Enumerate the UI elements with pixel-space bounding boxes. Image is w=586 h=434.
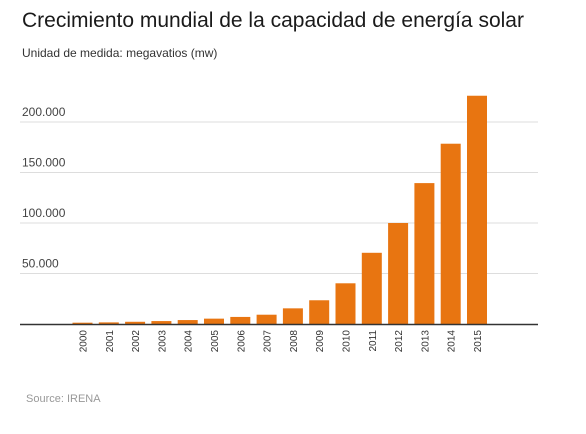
bar: [440, 143, 461, 324]
bar: [177, 320, 198, 324]
x-tick-label: 2000: [79, 330, 90, 353]
x-tick-label: 2011: [368, 330, 379, 352]
x-tick-label: 2001: [105, 330, 116, 353]
x-tick-label: 2006: [236, 330, 247, 353]
bar: [204, 318, 224, 324]
source-note: Source: IRENA: [26, 393, 101, 405]
x-tick-label: 2008: [289, 330, 300, 353]
bar: [361, 252, 382, 324]
x-tick-label: 2010: [342, 330, 353, 353]
bar: [151, 321, 172, 324]
chart-subtitle: Unidad de medida: megavatios (mw): [22, 46, 218, 60]
bar: [98, 322, 119, 324]
bar: [256, 314, 277, 324]
bar: [414, 183, 435, 324]
y-tick-label: 50.000: [22, 257, 59, 271]
bar: [335, 283, 356, 324]
x-tick-label: 2014: [447, 330, 458, 353]
bar: [467, 95, 487, 325]
x-tick-label: 2003: [157, 330, 168, 353]
bar: [230, 316, 251, 324]
x-tick-label: 2013: [420, 330, 431, 353]
bar: [72, 322, 93, 324]
x-tick-label: 2009: [315, 330, 326, 353]
y-tick-label: 200.000: [22, 105, 66, 119]
bar: [282, 308, 303, 324]
bar: [125, 321, 146, 324]
x-tick-label: 2015: [473, 330, 484, 353]
bar: [388, 223, 409, 324]
x-tick-label: 2002: [131, 330, 142, 353]
chart-title: Crecimiento mundial de la capacidad de e…: [22, 9, 524, 32]
bar: [309, 300, 330, 324]
y-tick-label: 150.000: [22, 156, 66, 170]
axes: 50.000 100.000 150.000 200.000 2000 2001 2002 2…: [20, 105, 538, 352]
x-tick-label: 2005: [210, 330, 221, 353]
x-tick-label: 2004: [184, 330, 195, 353]
x-tick-label: 2007: [263, 330, 274, 353]
y-tick-label: 100.000: [22, 206, 66, 220]
x-tick-label: 2012: [394, 330, 405, 353]
bars: [72, 95, 487, 325]
